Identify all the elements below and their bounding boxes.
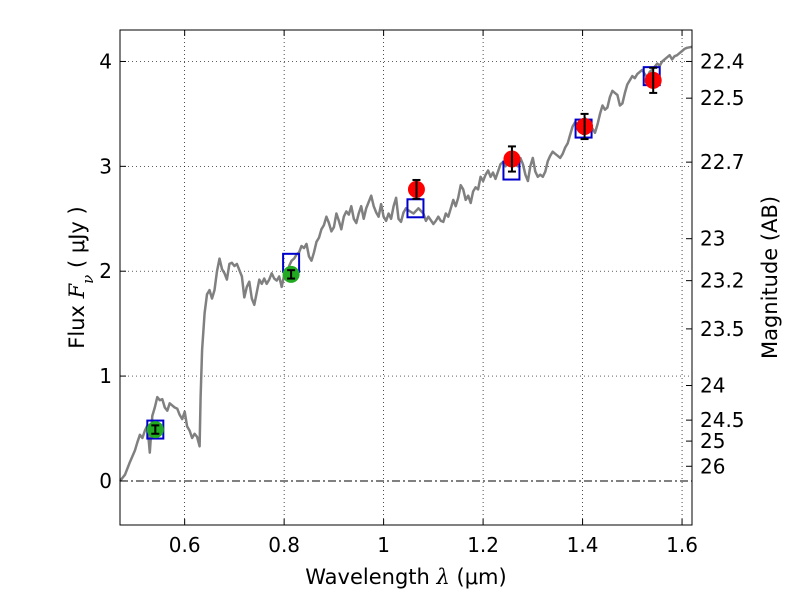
y-tick-label-0: 0 xyxy=(99,469,112,493)
magnitude-tick-label-0: 22.4 xyxy=(700,49,745,73)
magnitude-tick-label-3: 23 xyxy=(700,227,725,251)
x-axis-label-prefix: Wavelength xyxy=(305,565,436,589)
magnitude-tick-label-2: 22.7 xyxy=(700,150,745,174)
x-tick-label-4: 1.4 xyxy=(567,533,599,557)
magnitude-tick-label-4: 23.2 xyxy=(700,269,745,293)
y-tick-label-3: 3 xyxy=(99,154,112,178)
x-axis-label-units: (μm) xyxy=(450,565,507,589)
y-tick-label-1: 1 xyxy=(99,364,112,388)
y-axis: 0 1 2 3 4 xyxy=(99,49,126,493)
x-axis-label-symbol: λ xyxy=(436,565,450,589)
magnitude-tick-label-7: 24.5 xyxy=(700,408,745,432)
y-tick-label-2: 2 xyxy=(99,259,112,283)
y-axis-label-subscript: ν xyxy=(79,275,97,284)
magnitude-tick-label-5: 23.5 xyxy=(700,317,745,341)
magnitude-tick-label-1: 22.5 xyxy=(700,86,745,110)
x-tick-label-2: 1 xyxy=(377,533,390,557)
magnitude-tick-label-6: 24 xyxy=(700,374,725,398)
grid-lines xyxy=(120,30,692,525)
magnitude-tick-label-9: 26 xyxy=(700,454,725,478)
x-tick-label-0: 0.6 xyxy=(169,533,201,557)
y-axis-label-symbol: F xyxy=(65,282,89,299)
x-tick-label-1: 0.8 xyxy=(268,533,300,557)
y-axis-label-prefix: Flux xyxy=(65,298,89,348)
y-tick-label-4: 4 xyxy=(99,49,112,73)
magnitude-axis-label: Magnitude (AB) xyxy=(758,196,782,359)
y-axis-label-units: ( μJy ) xyxy=(65,206,89,274)
x-axis-label: Wavelength λ (μm) xyxy=(305,565,506,589)
y-axis-label: Flux Fν ( μJy ) xyxy=(65,206,97,348)
x-tick-label-3: 1.2 xyxy=(467,533,499,557)
x-tick-label-5: 1.6 xyxy=(666,533,698,557)
series-layer xyxy=(119,45,693,482)
x-axis: 0.6 0.8 1 1.2 1.4 1.6 xyxy=(169,30,698,557)
magnitude-tick-label-8: 25 xyxy=(700,429,725,453)
plot-frame xyxy=(119,29,693,526)
model-spectrum-line xyxy=(119,45,693,482)
